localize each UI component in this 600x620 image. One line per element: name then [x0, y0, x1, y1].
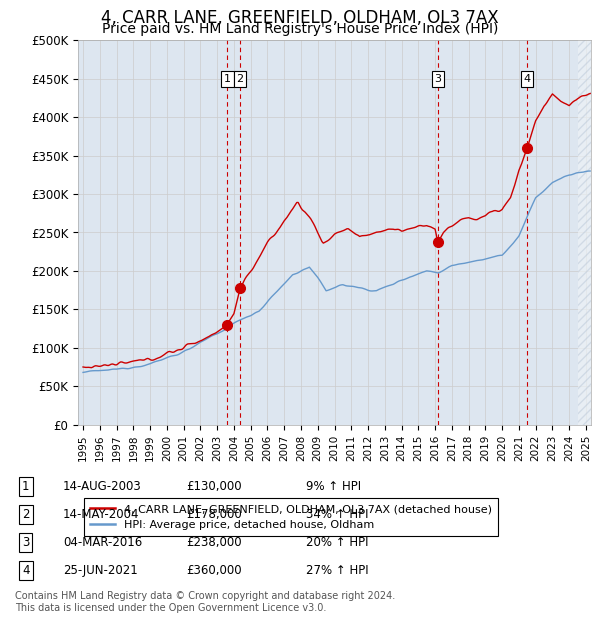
Text: 14-AUG-2003: 14-AUG-2003	[63, 480, 142, 493]
Text: £360,000: £360,000	[186, 564, 242, 577]
Text: 20% ↑ HPI: 20% ↑ HPI	[306, 536, 368, 549]
Text: 1: 1	[224, 74, 231, 84]
Text: Contains HM Land Registry data © Crown copyright and database right 2024.: Contains HM Land Registry data © Crown c…	[15, 591, 395, 601]
Text: 4: 4	[523, 74, 530, 84]
Text: £130,000: £130,000	[186, 480, 242, 493]
Text: 4: 4	[22, 564, 29, 577]
Text: 9% ↑ HPI: 9% ↑ HPI	[306, 480, 361, 493]
Text: £178,000: £178,000	[186, 508, 242, 521]
Text: 27% ↑ HPI: 27% ↑ HPI	[306, 564, 368, 577]
Text: 1: 1	[22, 480, 29, 493]
Text: 2: 2	[22, 508, 29, 521]
Legend: 4, CARR LANE, GREENFIELD, OLDHAM, OL3 7AX (detached house), HPI: Average price, : 4, CARR LANE, GREENFIELD, OLDHAM, OL3 7A…	[83, 497, 498, 536]
Text: 2: 2	[236, 74, 244, 84]
Text: 4, CARR LANE, GREENFIELD, OLDHAM, OL3 7AX: 4, CARR LANE, GREENFIELD, OLDHAM, OL3 7A…	[101, 9, 499, 27]
Text: 34% ↑ HPI: 34% ↑ HPI	[306, 508, 368, 521]
Text: £238,000: £238,000	[186, 536, 242, 549]
Text: 14-MAY-2004: 14-MAY-2004	[63, 508, 139, 521]
Text: This data is licensed under the Open Government Licence v3.0.: This data is licensed under the Open Gov…	[15, 603, 326, 613]
Text: 25-JUN-2021: 25-JUN-2021	[63, 564, 138, 577]
Text: Price paid vs. HM Land Registry's House Price Index (HPI): Price paid vs. HM Land Registry's House …	[102, 22, 498, 36]
Text: 04-MAR-2016: 04-MAR-2016	[63, 536, 142, 549]
Text: 3: 3	[434, 74, 442, 84]
Text: 3: 3	[22, 536, 29, 549]
